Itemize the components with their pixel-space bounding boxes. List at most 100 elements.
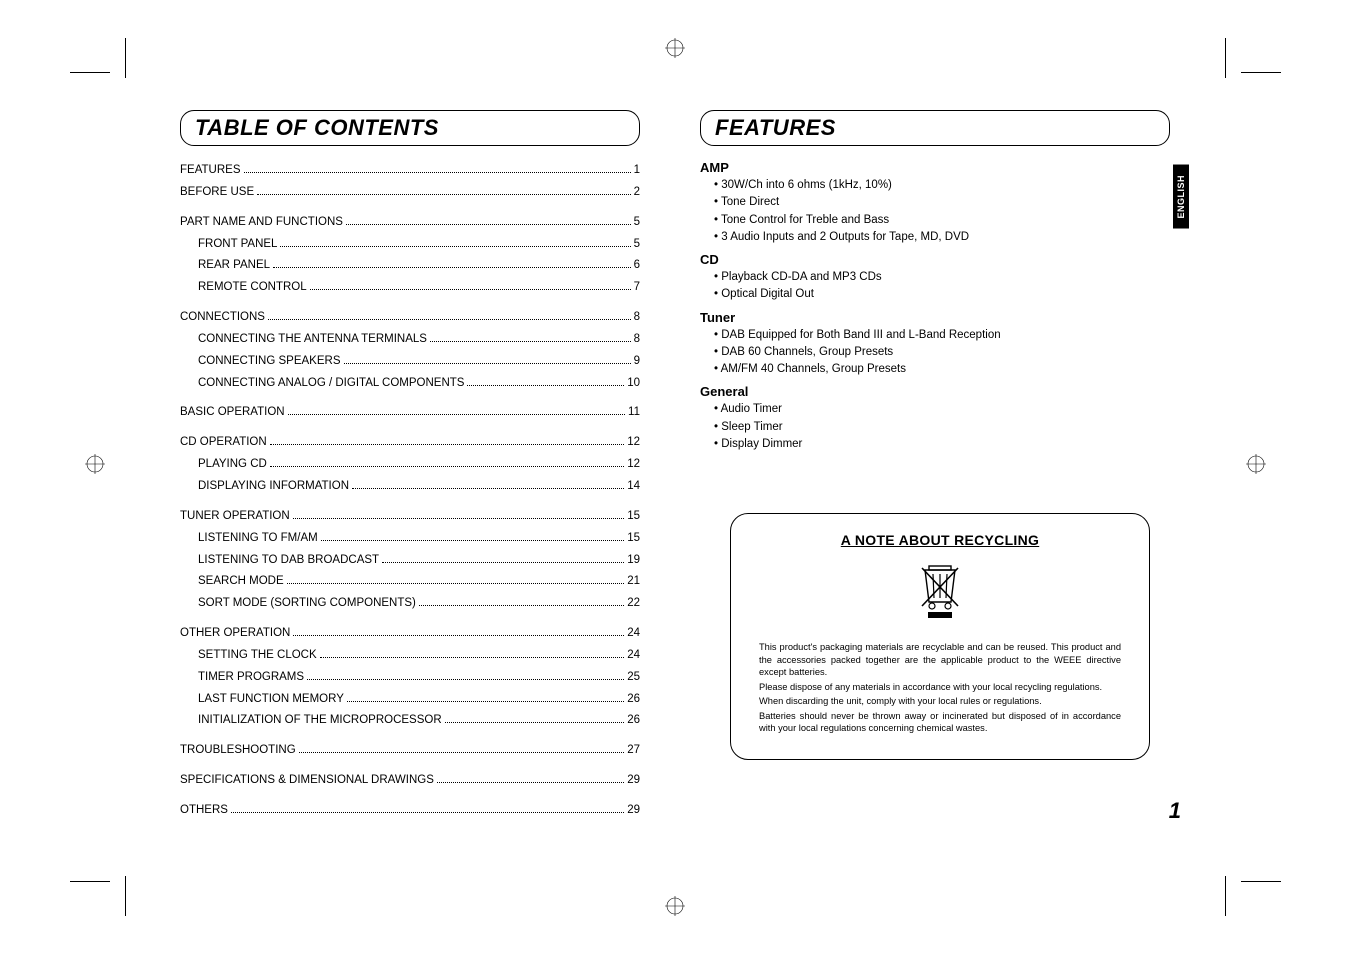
toc-leader bbox=[467, 375, 624, 385]
feature-heading: Tuner bbox=[700, 310, 1170, 325]
toc-leader bbox=[270, 457, 624, 467]
toc-leader bbox=[307, 669, 624, 679]
toc-leader bbox=[280, 236, 630, 246]
toc-leader bbox=[310, 280, 631, 290]
toc-label: SEARCH MODE bbox=[198, 571, 284, 593]
feature-item: Tone Direct bbox=[714, 194, 1170, 211]
toc-leader bbox=[257, 185, 630, 195]
toc-leader bbox=[293, 626, 624, 636]
features-column: FEATURES AMP 30W/Ch into 6 ohms (1kHz, 10… bbox=[700, 110, 1170, 810]
toc-page: 1 bbox=[634, 160, 640, 182]
toc-row: LISTENING TO DAB BROADCAST19 bbox=[180, 550, 640, 572]
feature-section: TunerDAB Equipped for Both Band III and … bbox=[700, 310, 1170, 379]
crop-mark bbox=[1225, 876, 1226, 916]
toc-leader bbox=[445, 713, 625, 723]
feature-item: Playback CD-DA and MP3 CDs bbox=[714, 269, 1170, 286]
feature-heading: AMP bbox=[700, 160, 1170, 175]
toc-page: 9 bbox=[634, 351, 640, 373]
feature-item: DAB 60 Channels, Group Presets bbox=[714, 344, 1170, 361]
features-title-bar: FEATURES bbox=[700, 110, 1170, 146]
toc-label: CD OPERATION bbox=[180, 432, 267, 454]
toc-page: 7 bbox=[634, 277, 640, 299]
toc-row: FRONT PANEL5 bbox=[180, 234, 640, 256]
toc-spacer bbox=[180, 204, 640, 212]
feature-item: 3 Audio Inputs and 2 Outputs for Tape, M… bbox=[714, 229, 1170, 246]
toc-label: PART NAME AND FUNCTIONS bbox=[180, 212, 343, 234]
feature-heading: General bbox=[700, 384, 1170, 399]
features-list: AMP 30W/Ch into 6 ohms (1kHz, 10%)Tone Di… bbox=[700, 160, 1170, 453]
toc-label: BASIC OPERATION bbox=[180, 402, 285, 424]
toc-label: OTHERS bbox=[180, 800, 228, 822]
toc-label: FEATURES bbox=[180, 160, 241, 182]
toc-row: INITIALIZATION OF THE MICROPROCESSOR26 bbox=[180, 710, 640, 732]
crop-mark bbox=[70, 881, 110, 882]
toc-leader bbox=[320, 648, 625, 658]
toc-leader bbox=[270, 435, 625, 445]
toc-title-bar: TABLE OF CONTENTS bbox=[180, 110, 640, 146]
toc-leader bbox=[273, 258, 631, 268]
language-tab: ENGLISH bbox=[1173, 165, 1189, 229]
recycling-paragraph: This product's packaging materials are r… bbox=[759, 641, 1121, 679]
crop-mark bbox=[125, 876, 126, 916]
toc-row: BASIC OPERATION11 bbox=[180, 402, 640, 424]
toc-page: 24 bbox=[627, 623, 640, 645]
crop-mark bbox=[70, 72, 110, 73]
feature-section: AMP 30W/Ch into 6 ohms (1kHz, 10%)Tone Di… bbox=[700, 160, 1170, 246]
toc-label: SETTING THE CLOCK bbox=[198, 645, 317, 667]
toc-spacer bbox=[180, 498, 640, 506]
toc-row: DISPLAYING INFORMATION14 bbox=[180, 476, 640, 498]
toc-row: CONNECTING ANALOG / DIGITAL COMPONENTS10 bbox=[180, 373, 640, 395]
toc-label: CONNECTING SPEAKERS bbox=[198, 351, 341, 373]
toc-label: TIMER PROGRAMS bbox=[198, 667, 304, 689]
page-number: 1 bbox=[1169, 798, 1181, 824]
toc-leader bbox=[299, 743, 625, 753]
crop-mark bbox=[1225, 38, 1226, 78]
toc-label: CONNECTING THE ANTENNA TERMINALS bbox=[198, 329, 427, 351]
registration-mark bbox=[665, 38, 685, 58]
toc-label: PLAYING CD bbox=[198, 454, 267, 476]
feature-item: Optical Digital Out bbox=[714, 286, 1170, 303]
recycling-paragraph: Please dispose of any materials in accor… bbox=[759, 681, 1121, 694]
toc-label: CONNECTING ANALOG / DIGITAL COMPONENTS bbox=[198, 373, 464, 395]
feature-heading: CD bbox=[700, 252, 1170, 267]
feature-item: AM/FM 40 Channels, Group Presets bbox=[714, 361, 1170, 378]
toc-row: CONNECTIONS8 bbox=[180, 307, 640, 329]
feature-item: Tone Control for Treble and Bass bbox=[714, 212, 1170, 229]
toc-page: 25 bbox=[627, 667, 640, 689]
toc-row: SETTING THE CLOCK 24 bbox=[180, 645, 640, 667]
toc-page: 12 bbox=[627, 432, 640, 454]
page-content: TABLE OF CONTENTS FEATURES1BEFORE USE2PA… bbox=[180, 110, 1170, 810]
toc-row: CONNECTING SPEAKERS 9 bbox=[180, 351, 640, 373]
toc-page: 15 bbox=[627, 506, 640, 528]
feature-section: General Audio TimerSleep TimerDisplay Dim… bbox=[700, 384, 1170, 453]
toc-row: SPECIFICATIONS & DIMENSIONAL DRAWINGS29 bbox=[180, 770, 640, 792]
toc-leader bbox=[344, 353, 631, 363]
toc-row: SORT MODE (SORTING COMPONENTS)22 bbox=[180, 593, 640, 615]
registration-mark bbox=[665, 896, 685, 916]
toc-page: 29 bbox=[627, 800, 640, 822]
toc-label: OTHER OPERATION bbox=[180, 623, 290, 645]
feature-list: Audio TimerSleep TimerDisplay Dimmer bbox=[700, 401, 1170, 453]
toc-leader bbox=[293, 508, 625, 518]
toc-label: DISPLAYING INFORMATION bbox=[198, 476, 349, 498]
feature-item: Audio Timer bbox=[714, 401, 1170, 418]
toc-row: LISTENING TO FM/AM15 bbox=[180, 528, 640, 550]
toc-row: TUNER OPERATION15 bbox=[180, 506, 640, 528]
feature-item: 30W/Ch into 6 ohms (1kHz, 10%) bbox=[714, 177, 1170, 194]
toc-label: LAST FUNCTION MEMORY bbox=[198, 689, 344, 711]
registration-mark bbox=[85, 454, 105, 474]
toc-spacer bbox=[180, 394, 640, 402]
toc-spacer bbox=[180, 732, 640, 740]
toc-leader bbox=[352, 479, 624, 489]
toc-row: CD OPERATION 12 bbox=[180, 432, 640, 454]
toc-page: 2 bbox=[634, 182, 640, 204]
toc-page: 19 bbox=[627, 550, 640, 572]
recycling-title: A NOTE ABOUT RECYCLING bbox=[759, 532, 1121, 548]
toc-spacer bbox=[180, 762, 640, 770]
toc-label: SPECIFICATIONS & DIMENSIONAL DRAWINGS bbox=[180, 770, 434, 792]
toc-page: 24 bbox=[627, 645, 640, 667]
crop-mark bbox=[125, 38, 126, 78]
toc-label: TROUBLESHOOTING bbox=[180, 740, 296, 762]
toc-page: 6 bbox=[634, 255, 640, 277]
recycling-paragraph: Batteries should never be thrown away or… bbox=[759, 710, 1121, 735]
